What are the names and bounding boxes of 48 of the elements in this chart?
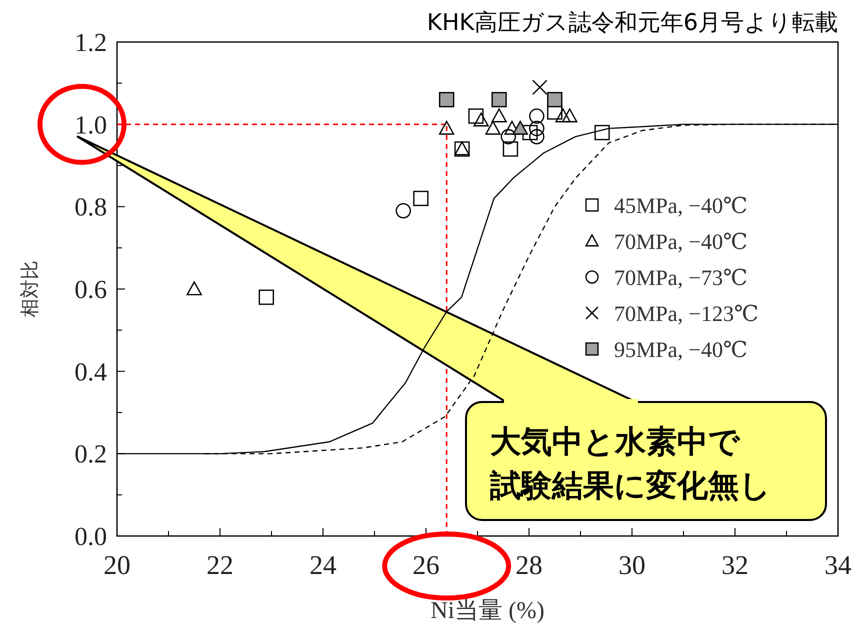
point <box>438 120 454 135</box>
x-tick-label: 32 <box>722 550 748 580</box>
point <box>473 112 489 126</box>
y-tick-label: 0.6 <box>74 275 107 304</box>
point <box>485 120 501 135</box>
point <box>396 203 411 218</box>
legend-label: 45MPa, −40℃ <box>614 193 748 218</box>
x-tick-label: 22 <box>206 550 234 580</box>
x-tick-label: 34 <box>824 550 852 580</box>
y-tick-label: 0.4 <box>74 357 107 386</box>
point <box>529 120 544 136</box>
point <box>491 92 507 108</box>
point <box>529 108 544 124</box>
x-tick-label: 30 <box>618 550 646 580</box>
point <box>529 129 544 144</box>
x-tick-label: 26 <box>412 550 440 580</box>
legend-label: 70MPa, −123℃ <box>614 301 759 326</box>
y-tick-label: 0.0 <box>74 522 107 551</box>
point <box>512 120 528 135</box>
y-tick-label: 1.0 <box>74 110 107 140</box>
point <box>522 124 538 140</box>
point <box>500 129 516 144</box>
text: KHK高圧ガス誌令和元年6月号より転載 <box>426 10 838 36</box>
y-tick-label: 0.2 <box>74 440 107 469</box>
x-tick-label: 28 <box>516 550 542 580</box>
point <box>438 92 454 108</box>
point <box>562 108 578 122</box>
point <box>555 108 571 122</box>
point <box>468 108 484 124</box>
legend-label: 95MPa, −40℃ <box>614 337 748 362</box>
point <box>413 190 428 206</box>
x-tick-label: 20 <box>104 550 130 580</box>
y-tick-label: 1.2 <box>74 28 107 57</box>
annotation: 大気中と水素中で <box>490 424 741 460</box>
x-tick-label: 24 <box>310 550 337 580</box>
point <box>502 141 518 157</box>
point <box>532 80 548 95</box>
point <box>186 281 202 296</box>
point <box>547 92 562 108</box>
legend-label: 70MPa, −73℃ <box>614 265 748 290</box>
annotation: 試験結果に変化無し <box>489 468 771 504</box>
y-axis-title: 相対比 <box>19 260 41 318</box>
x-axis-title: Ni当量 (%) <box>430 598 544 624</box>
y-tick-label: 0.8 <box>74 192 107 222</box>
point <box>491 108 507 122</box>
legend-label: 70MPa, −40℃ <box>614 229 748 254</box>
point <box>258 290 274 305</box>
point <box>594 124 610 140</box>
